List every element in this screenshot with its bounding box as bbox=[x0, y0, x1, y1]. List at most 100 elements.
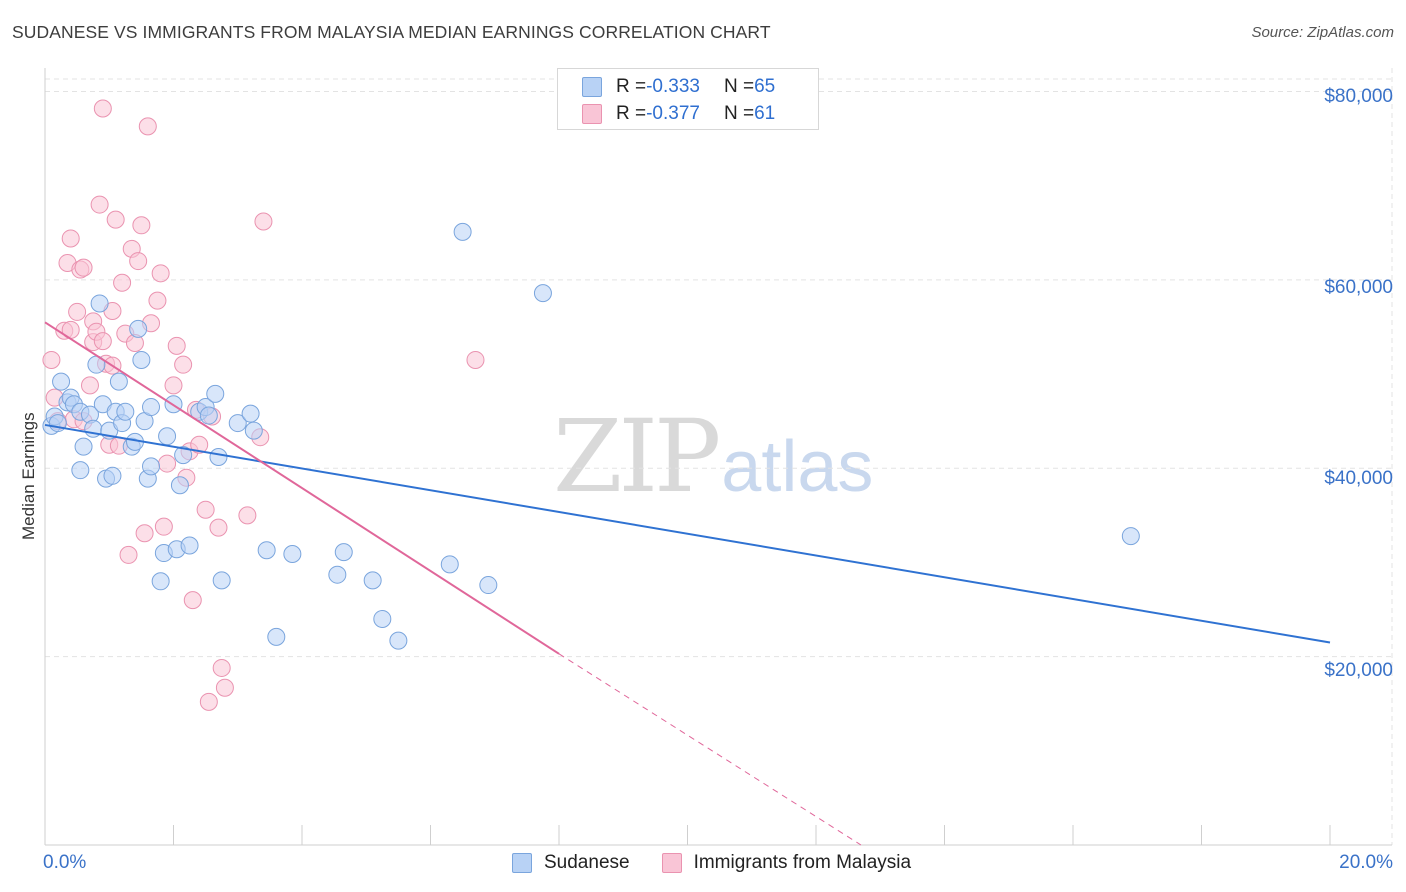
malaysia-point bbox=[238, 506, 257, 525]
sudanese-point bbox=[479, 576, 498, 595]
legend-item-sudanese: Sudanese bbox=[512, 852, 630, 874]
sudanese-point bbox=[132, 350, 151, 369]
sudanese-point bbox=[151, 572, 170, 591]
malaysia-point bbox=[132, 216, 151, 235]
sudanese-point bbox=[180, 536, 199, 555]
sudanese-point bbox=[129, 319, 148, 338]
sudanese-point bbox=[90, 294, 109, 313]
malaysia-swatch bbox=[661, 853, 682, 873]
sudanese-point bbox=[71, 461, 90, 480]
malaysia-point bbox=[138, 117, 157, 136]
legend-malaysia-label: Immigrants from Malaysia bbox=[693, 852, 912, 873]
chart-title: SUDANESE VS IMMIGRANTS FROM MALAYSIA MED… bbox=[12, 22, 771, 42]
malaysia-point bbox=[61, 229, 80, 248]
malaysia-point bbox=[42, 350, 61, 369]
trend-lines bbox=[44, 321, 1331, 846]
legend-item-malaysia: Immigrants from Malaysia bbox=[661, 852, 912, 874]
malaysia-point bbox=[212, 658, 231, 677]
sudanese-point bbox=[199, 406, 218, 425]
sudanese-point bbox=[267, 627, 286, 646]
sudanese-point bbox=[363, 571, 382, 590]
legend-r-label: R = bbox=[616, 103, 647, 124]
sudanese-point bbox=[257, 541, 276, 560]
malaysia-point bbox=[209, 518, 228, 537]
series-legend: Sudanese Immigrants from Malaysia bbox=[512, 852, 943, 874]
malaysia-point bbox=[80, 376, 99, 395]
legend-n-value: 61 bbox=[754, 103, 776, 124]
sudanese-point bbox=[206, 384, 225, 403]
grid-lines bbox=[45, 68, 1393, 845]
sudanese-point bbox=[212, 571, 231, 590]
malaysia-point bbox=[215, 678, 234, 697]
sudanese-point bbox=[52, 372, 71, 391]
malaysia-point bbox=[106, 210, 125, 229]
x-tick-label-min: 0.0% bbox=[43, 852, 87, 873]
sudanese-point bbox=[142, 398, 161, 417]
sudanese-point bbox=[116, 402, 135, 421]
sudanese-point bbox=[174, 446, 193, 465]
sudanese-point bbox=[74, 437, 93, 456]
sudanese-point bbox=[142, 457, 161, 476]
sudanese-point bbox=[103, 466, 122, 485]
malaysia-point bbox=[199, 692, 218, 711]
sudanese-point bbox=[1121, 527, 1140, 546]
malaysia-point bbox=[151, 264, 170, 283]
malaysia-point bbox=[254, 212, 273, 231]
malaysia-trend-line bbox=[44, 321, 560, 655]
malaysia-point bbox=[74, 258, 93, 277]
y-tick-label: $60,000 bbox=[1324, 277, 1393, 298]
malaysia-point bbox=[466, 350, 485, 369]
y-axis-label: Median Earnings bbox=[19, 412, 38, 540]
sudanese-point bbox=[453, 222, 472, 241]
malaysia-point bbox=[90, 195, 109, 214]
malaysia-point bbox=[174, 355, 193, 374]
sudanese-swatch bbox=[512, 853, 532, 873]
malaysia-points bbox=[42, 99, 485, 711]
sudanese-point bbox=[440, 555, 459, 574]
malaysia-swatch bbox=[582, 104, 602, 124]
sudanese-point bbox=[158, 427, 177, 446]
legend-sudanese-label: Sudanese bbox=[544, 852, 630, 873]
y-tick-label: $40,000 bbox=[1324, 468, 1393, 489]
legend-r-value: -0.377 bbox=[646, 103, 700, 124]
sudanese-swatch bbox=[582, 77, 602, 97]
malaysia-point bbox=[129, 252, 148, 271]
sudanese-point bbox=[109, 372, 128, 391]
sudanese-point bbox=[241, 404, 260, 423]
legend-r-label: R = bbox=[616, 76, 647, 97]
sudanese-points bbox=[42, 222, 1140, 650]
sudanese-point bbox=[170, 476, 189, 495]
sudanese-point bbox=[533, 284, 552, 303]
malaysia-point bbox=[167, 336, 186, 355]
sudanese-point bbox=[389, 631, 408, 650]
sudanese-point bbox=[283, 544, 302, 563]
malaysia-point bbox=[119, 545, 138, 564]
legend-r-value: -0.333 bbox=[646, 76, 700, 97]
axes bbox=[44, 68, 1392, 846]
malaysia-point bbox=[148, 291, 167, 310]
y-tick-label: $80,000 bbox=[1324, 86, 1393, 107]
malaysia-point bbox=[93, 99, 112, 118]
y-tick-label: $20,000 bbox=[1324, 660, 1393, 681]
malaysia-point bbox=[135, 524, 154, 543]
legend-row-sudanese: R = -0.333 N = 65 bbox=[582, 76, 775, 98]
malaysia-point bbox=[183, 591, 202, 610]
sudanese-point bbox=[328, 565, 347, 584]
malaysia-trend-extension bbox=[558, 653, 862, 846]
malaysia-point bbox=[93, 332, 112, 351]
legend-n-label: N = bbox=[723, 76, 755, 97]
malaysia-point bbox=[190, 435, 209, 454]
legend-n-label: N = bbox=[723, 103, 755, 124]
sudanese-point bbox=[228, 414, 247, 433]
correlation-legend: R = -0.333 N = 65 R = -0.377 N = 61 bbox=[557, 68, 819, 130]
sudanese-point bbox=[334, 543, 353, 562]
malaysia-point bbox=[154, 517, 173, 536]
sudanese-point bbox=[373, 609, 392, 628]
malaysia-point bbox=[158, 454, 177, 473]
sudanese-point bbox=[244, 421, 263, 440]
legend-row-malaysia: R = -0.377 N = 61 bbox=[582, 103, 775, 125]
malaysia-point bbox=[68, 302, 87, 321]
malaysia-point bbox=[164, 376, 183, 395]
source-credit: Source: ZipAtlas.com bbox=[1251, 24, 1394, 41]
